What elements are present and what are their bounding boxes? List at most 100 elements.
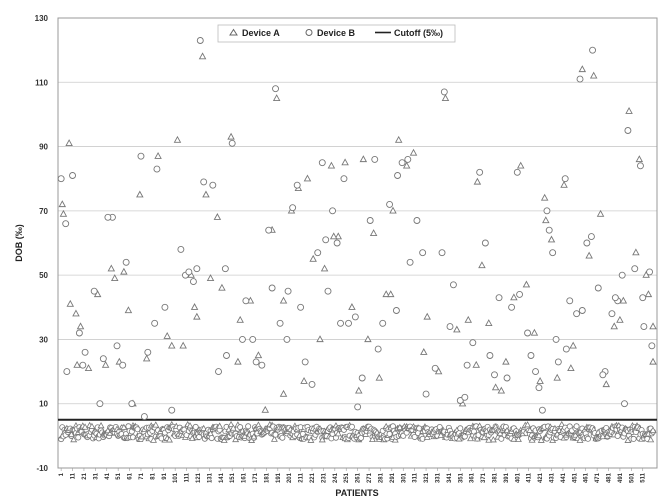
x-tick-label: 381 [492, 472, 498, 483]
x-tick-label: 121 [196, 472, 202, 483]
device-a-point [437, 431, 445, 438]
device-b-point [57, 175, 65, 183]
device-b-point [608, 310, 616, 318]
device-b-point [245, 423, 252, 430]
device-b-point [284, 287, 292, 295]
device-b-point [209, 181, 217, 189]
x-tick-label: 441 [561, 472, 567, 483]
device-b-point [301, 358, 309, 366]
device-b-point [449, 281, 457, 289]
device-b-point [249, 335, 257, 343]
y-tick-label: 130 [35, 14, 49, 23]
device-a-point [516, 161, 525, 169]
legend-triangle-icon [229, 28, 238, 36]
device-a-point [327, 161, 336, 169]
device-b-point [538, 406, 546, 414]
legend-box [217, 24, 456, 43]
device-b-point [193, 265, 201, 273]
device-a-point [441, 94, 450, 102]
device-b-point [228, 139, 236, 147]
x-tick-label: 361 [470, 472, 476, 483]
x-tick-label: 241 [333, 472, 339, 483]
device-a-point [270, 435, 278, 442]
x-tick-label: 511 [641, 472, 647, 482]
device-a-point [88, 422, 96, 429]
device-a-point [67, 430, 75, 438]
device-a-point [124, 306, 133, 314]
x-tick-label: 271 [367, 472, 373, 483]
device-b-point [438, 249, 446, 257]
x-tick-label: 61 [128, 472, 134, 479]
device-b-point [404, 155, 412, 163]
device-b-point [177, 245, 185, 253]
device-b-point [345, 319, 352, 327]
device-a-point [227, 132, 235, 140]
device-b-point [640, 323, 648, 331]
device-b-point [524, 329, 532, 337]
device-a-point [179, 341, 187, 349]
device-b-point [398, 159, 406, 167]
legend-device-b-label: Device B [317, 28, 356, 38]
x-tick-label: 21 [82, 472, 88, 479]
device-a-point [522, 280, 531, 288]
device-a-point [423, 312, 431, 320]
x-tick-label: 331 [435, 472, 441, 483]
x-tick-label: 51 [116, 472, 122, 479]
device-a-point [241, 432, 249, 439]
device-b-point [113, 342, 121, 350]
x-tick-label: 391 [504, 472, 510, 483]
device-a-point [202, 190, 210, 198]
device-a-point [150, 436, 157, 443]
device-a-point [206, 274, 215, 282]
device-a-point [560, 180, 568, 188]
device-b-point [208, 435, 215, 442]
device-a-point [375, 373, 384, 381]
device-b-point [308, 380, 316, 388]
x-tick-label: 221 [310, 472, 316, 483]
device-a-point [473, 435, 481, 442]
device-a-point [320, 264, 329, 272]
device-a-point [66, 299, 75, 307]
device-b-point [104, 213, 112, 221]
device-a-point [542, 216, 550, 224]
device-b-point [639, 294, 647, 302]
legend-device-a-label: Device A [242, 28, 280, 38]
x-tick-label: 321 [424, 472, 430, 483]
device-a-point [389, 206, 397, 214]
device-b-point [314, 249, 322, 257]
device-b-point [379, 319, 387, 327]
device-a-point [644, 290, 653, 298]
x-tick-label: 501 [629, 472, 635, 483]
device-a-point [167, 341, 176, 349]
device-a-point [596, 209, 605, 217]
device-b-point [189, 278, 197, 286]
y-tick-label: 90 [39, 143, 48, 152]
device-a-point [261, 405, 270, 413]
device-a-point [364, 335, 372, 343]
device-b-point [543, 207, 551, 215]
device-b-point [90, 287, 98, 295]
device-a-point [120, 423, 128, 430]
device-a-point [236, 315, 244, 323]
device-b-point [476, 168, 484, 176]
device-a-point [279, 389, 288, 397]
device-b-point [573, 423, 580, 430]
device-b-point [614, 433, 621, 440]
device-a-point [309, 254, 317, 262]
device-a-point [478, 261, 486, 269]
device-b-point [358, 374, 366, 382]
device-a-point [216, 422, 224, 429]
device-a-point [497, 386, 506, 394]
device-a-point [279, 296, 288, 304]
device-b-point [516, 290, 524, 298]
device-a-point [341, 158, 349, 166]
device-a-point [316, 335, 324, 343]
device-b-point [461, 393, 469, 401]
x-tick-label: 411 [527, 472, 533, 482]
device-a-point [547, 235, 556, 243]
x-tick-label: 81 [150, 472, 156, 479]
x-tick-label: 31 [93, 472, 99, 479]
device-b-point [75, 329, 83, 337]
device-a-point [152, 421, 160, 428]
device-a-point [334, 232, 343, 240]
